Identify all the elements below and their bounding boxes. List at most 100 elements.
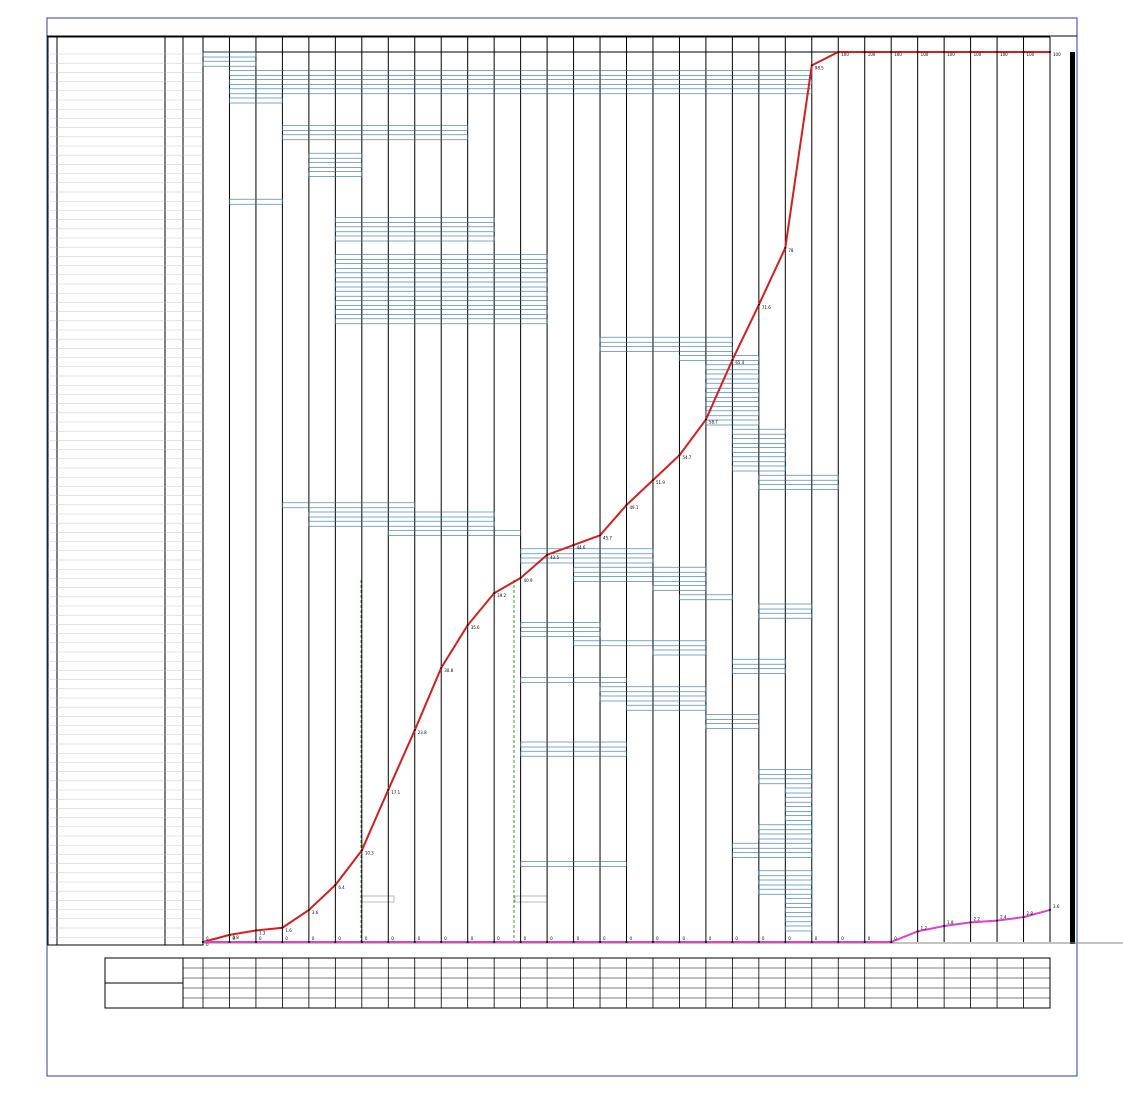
task-bar (705, 410, 760, 417)
task-bar (758, 612, 813, 619)
curve-point (784, 941, 787, 943)
point-label: 35.6 (471, 625, 480, 630)
curve-point (810, 64, 813, 67)
point-label: 100 (1027, 52, 1035, 57)
point-label: 100 (894, 52, 902, 57)
task-bar (758, 888, 813, 895)
point-label: 78 (788, 248, 794, 253)
point-label: 0 (868, 936, 871, 941)
task-bar (599, 346, 733, 352)
point-label: 0 (391, 936, 394, 941)
point-label: 100 (868, 52, 876, 57)
task-bar (387, 530, 521, 536)
task-bar (705, 364, 760, 371)
curve-point (387, 941, 390, 943)
point-label: 3.6 (1053, 904, 1060, 909)
point-label: 0.8 (232, 935, 239, 940)
point-label: 0 (577, 936, 580, 941)
task-bar (785, 815, 813, 821)
curve-point (440, 666, 443, 669)
task-bar (335, 281, 548, 288)
point-label: 0 (603, 936, 606, 941)
point-label: 0 (285, 936, 288, 941)
point-label: 0 (365, 936, 368, 941)
task-bar (573, 576, 707, 582)
task-bar (758, 603, 813, 610)
task-bar (308, 511, 495, 518)
curve-point (599, 534, 602, 537)
curve-point (281, 941, 284, 943)
task-bar (335, 309, 548, 315)
task-bar (335, 254, 548, 260)
task-bar (520, 677, 627, 683)
task-bar (335, 263, 548, 269)
point-label: 1.3 (259, 930, 266, 935)
point-label: 17.1 (391, 790, 400, 795)
curve-point (969, 921, 972, 924)
point-label: 2.2 (974, 916, 981, 921)
task-bar (520, 622, 601, 628)
point-label: 54.7 (682, 455, 691, 460)
task-bar (520, 861, 627, 867)
task-bar (229, 97, 283, 104)
point-label: 3.6 (312, 910, 319, 915)
point-label: 2.8 (1027, 911, 1034, 916)
curve-point (334, 941, 337, 943)
point-label: 0 (550, 936, 553, 941)
point-label: 100 (841, 52, 849, 57)
point-label: 43.5 (550, 555, 559, 560)
point-label: 0 (709, 936, 712, 941)
point-label: 2.4 (1000, 915, 1007, 920)
task-bar (308, 520, 495, 527)
task-bar (229, 79, 813, 85)
task-bar (705, 392, 760, 398)
curve-point (784, 246, 787, 249)
task-bar (705, 401, 760, 407)
task-bar (732, 438, 786, 444)
point-label: 0 (312, 936, 315, 941)
task-bar (335, 226, 495, 233)
point-label: 0 (841, 936, 844, 941)
task-bar (282, 125, 468, 131)
curve-point (254, 941, 257, 943)
curve-point (757, 303, 760, 306)
curve-point (281, 926, 284, 929)
task-bar (335, 235, 495, 242)
task-bar (335, 318, 548, 325)
curve-point (599, 941, 602, 943)
task-bar (785, 796, 813, 803)
point-label: 10.3 (365, 850, 374, 855)
point-label: 0 (735, 936, 738, 941)
status-box (514, 895, 548, 903)
task-bar (282, 502, 416, 509)
task-bar (599, 336, 733, 343)
page-border (46, 17, 1078, 1077)
curve-point (1022, 916, 1025, 919)
curve-point (890, 51, 893, 53)
task-bar (202, 60, 257, 67)
task-bar (785, 806, 813, 812)
curve-point (810, 941, 813, 943)
task-bar (758, 870, 813, 877)
point-label: 100 (974, 52, 982, 57)
curve-point (916, 51, 919, 53)
task-bar (652, 649, 707, 656)
point-label: 0 (259, 936, 262, 941)
task-bar (626, 704, 707, 711)
task-table (47, 36, 204, 946)
point-label: 65.4 (735, 360, 744, 365)
task-bar (758, 833, 813, 840)
curve-point (731, 358, 734, 361)
curve-point (466, 624, 469, 627)
task-bar (732, 658, 786, 665)
point-label: 58.7 (709, 420, 718, 425)
task-bar (758, 778, 813, 785)
task-bar (732, 852, 813, 858)
curve-point (387, 788, 390, 791)
point-label: 40.9 (524, 578, 533, 583)
point-label: 0 (815, 936, 818, 941)
point-label: 45.7 (603, 535, 612, 540)
task-bar (785, 916, 813, 923)
curve-point (254, 929, 257, 932)
point-label: 0 (656, 936, 659, 941)
